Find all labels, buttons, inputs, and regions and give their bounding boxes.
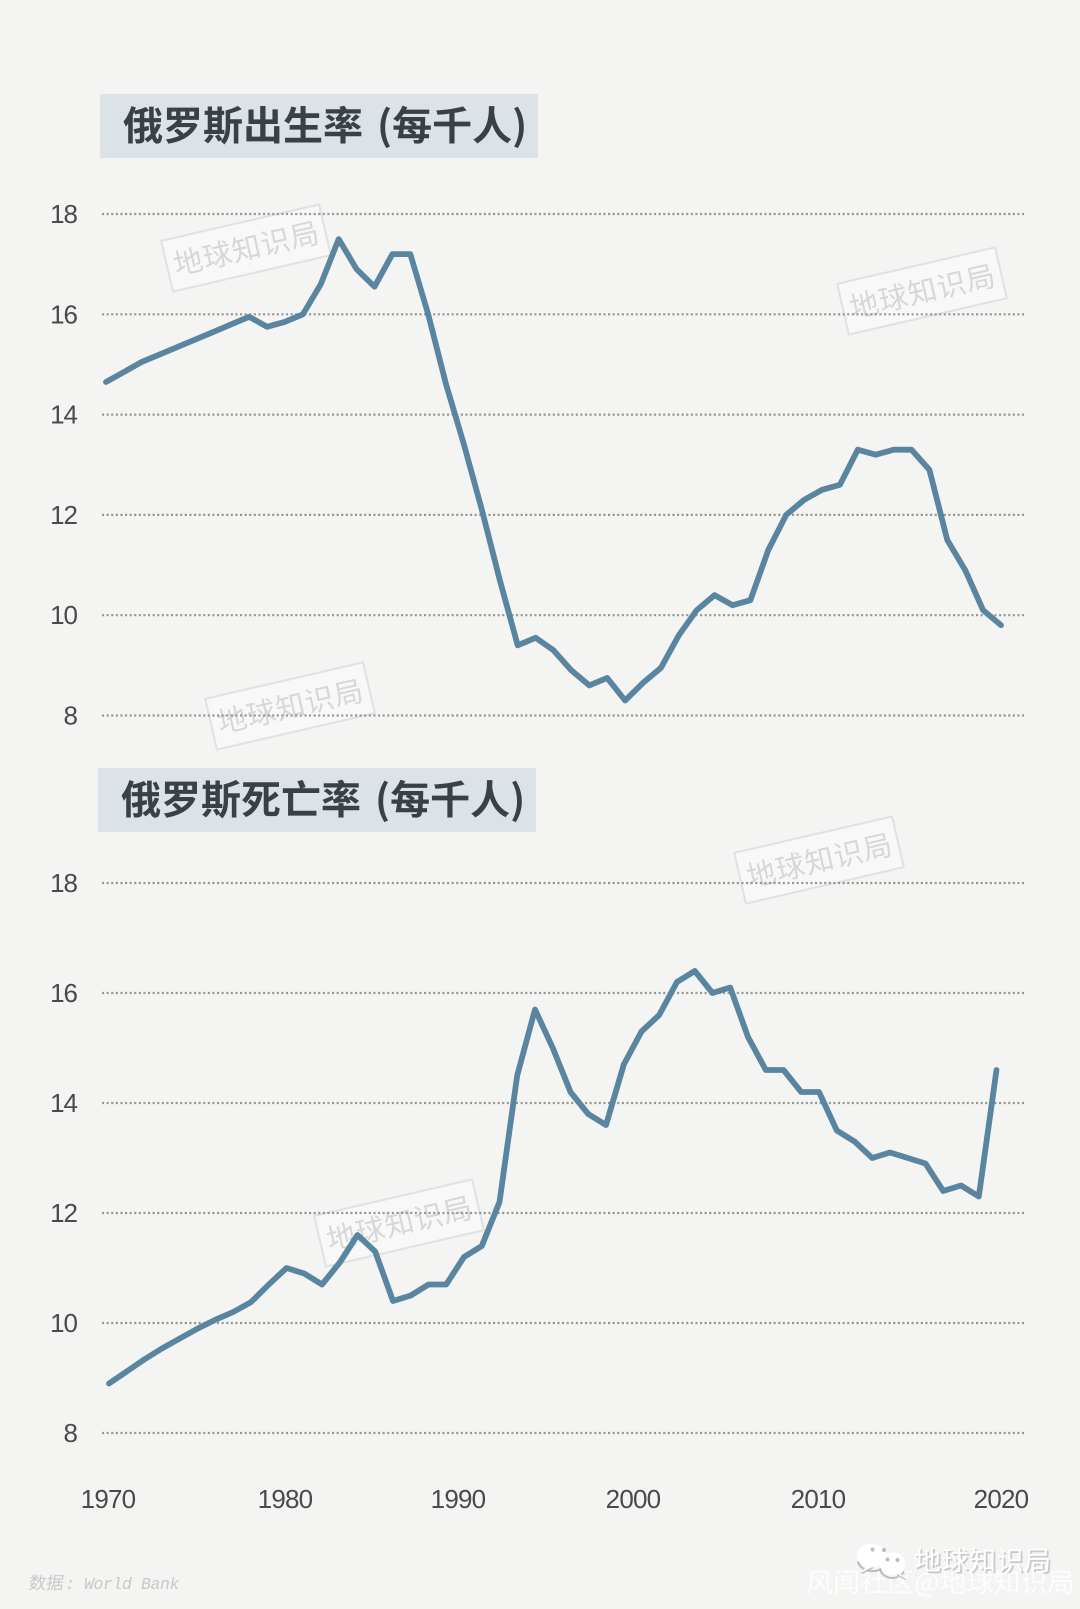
svg-text:14: 14 bbox=[50, 1088, 77, 1118]
svg-text:18: 18 bbox=[50, 868, 77, 898]
svg-text:16: 16 bbox=[50, 978, 77, 1008]
svg-text:1990: 1990 bbox=[431, 1484, 486, 1514]
svg-text:: World Bank: : World Bank bbox=[65, 1575, 180, 1594]
svg-text:10: 10 bbox=[50, 1308, 77, 1338]
svg-text:12: 12 bbox=[50, 500, 77, 530]
svg-text:12: 12 bbox=[50, 1198, 77, 1228]
svg-text:1980: 1980 bbox=[258, 1484, 313, 1514]
svg-text:1970: 1970 bbox=[81, 1484, 136, 1514]
svg-text:2020: 2020 bbox=[974, 1484, 1029, 1514]
svg-text:8: 8 bbox=[64, 701, 78, 731]
svg-text:14: 14 bbox=[50, 400, 77, 430]
svg-text:2010: 2010 bbox=[791, 1484, 846, 1514]
svg-text:10: 10 bbox=[50, 600, 77, 630]
svg-text:8: 8 bbox=[64, 1418, 78, 1448]
svg-text:18: 18 bbox=[50, 199, 77, 229]
svg-text:2000: 2000 bbox=[606, 1484, 661, 1514]
svg-text:16: 16 bbox=[50, 299, 77, 329]
